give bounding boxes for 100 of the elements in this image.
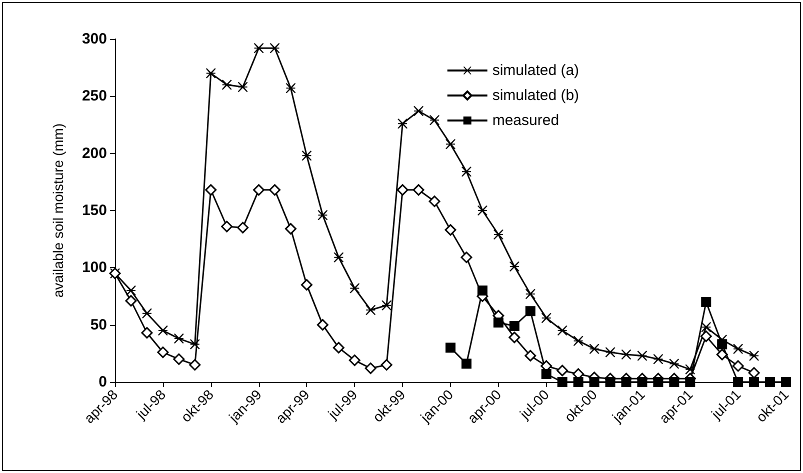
legend-label: simulated (a) bbox=[492, 62, 580, 79]
point bbox=[717, 339, 728, 350]
point bbox=[253, 184, 265, 196]
point bbox=[621, 350, 632, 360]
point bbox=[348, 354, 360, 366]
y-tick-label: 50 bbox=[90, 316, 107, 334]
y-tick-label: 200 bbox=[82, 144, 107, 162]
point bbox=[446, 342, 456, 353]
point bbox=[716, 348, 728, 360]
point bbox=[524, 350, 536, 362]
point bbox=[525, 306, 536, 316]
point bbox=[733, 344, 744, 354]
point bbox=[541, 368, 552, 379]
point bbox=[334, 252, 344, 262]
point bbox=[700, 330, 712, 342]
point bbox=[398, 118, 408, 129]
point bbox=[461, 166, 472, 177]
y-tick-label: 100 bbox=[82, 259, 107, 276]
point bbox=[157, 346, 169, 358]
y-axis-title: available soil moisture (mm) bbox=[50, 123, 66, 298]
legend-label: simulated (b) bbox=[492, 87, 580, 104]
point bbox=[669, 358, 680, 369]
point bbox=[414, 106, 424, 116]
point bbox=[284, 223, 296, 235]
point bbox=[477, 206, 488, 216]
point bbox=[460, 252, 472, 264]
point bbox=[190, 339, 200, 350]
point bbox=[685, 364, 696, 374]
point bbox=[189, 359, 201, 371]
point bbox=[174, 334, 184, 344]
point bbox=[749, 350, 760, 361]
point bbox=[732, 360, 744, 372]
point bbox=[573, 377, 584, 387]
point bbox=[412, 184, 424, 196]
point bbox=[254, 43, 264, 54]
point bbox=[765, 377, 776, 387]
point bbox=[701, 296, 712, 307]
point bbox=[493, 230, 504, 240]
point bbox=[781, 377, 791, 387]
point bbox=[557, 377, 568, 387]
point bbox=[173, 353, 185, 365]
y-tick-label: 250 bbox=[82, 88, 107, 105]
point bbox=[621, 377, 632, 387]
point bbox=[237, 222, 249, 234]
point bbox=[300, 279, 312, 291]
point bbox=[509, 320, 520, 331]
point bbox=[302, 150, 312, 161]
point bbox=[444, 224, 456, 236]
point bbox=[509, 262, 520, 272]
point bbox=[206, 68, 216, 78]
point bbox=[430, 115, 440, 126]
point bbox=[126, 286, 136, 296]
point bbox=[396, 184, 408, 196]
point bbox=[669, 377, 680, 387]
point bbox=[749, 377, 760, 387]
point bbox=[557, 326, 568, 336]
point bbox=[701, 322, 712, 332]
point bbox=[221, 220, 233, 232]
y-tick-label: 0 bbox=[98, 374, 107, 390]
point bbox=[525, 288, 536, 299]
point bbox=[364, 362, 376, 374]
point bbox=[733, 377, 744, 387]
legend-label: measured bbox=[492, 112, 560, 129]
point bbox=[238, 82, 248, 92]
point bbox=[318, 210, 328, 220]
point bbox=[508, 332, 520, 344]
point bbox=[205, 184, 217, 196]
point bbox=[350, 283, 360, 294]
point bbox=[589, 377, 600, 387]
y-tick-label: 300 bbox=[82, 30, 107, 48]
point bbox=[605, 377, 616, 387]
point bbox=[141, 327, 153, 339]
point bbox=[269, 184, 281, 196]
point bbox=[125, 295, 137, 307]
point bbox=[316, 319, 328, 331]
point bbox=[382, 300, 392, 310]
point bbox=[573, 336, 584, 346]
point bbox=[366, 304, 376, 315]
point bbox=[380, 359, 392, 371]
point bbox=[222, 80, 232, 90]
point bbox=[637, 377, 648, 387]
point bbox=[685, 377, 696, 387]
point bbox=[286, 83, 296, 94]
point bbox=[556, 364, 568, 376]
point bbox=[637, 350, 648, 361]
point bbox=[461, 358, 472, 369]
point bbox=[142, 308, 152, 318]
y-tick-label: 150 bbox=[82, 202, 107, 219]
point bbox=[428, 196, 440, 208]
point bbox=[158, 326, 168, 336]
point bbox=[541, 312, 552, 323]
point bbox=[332, 342, 344, 354]
point bbox=[653, 377, 664, 387]
point bbox=[493, 318, 504, 328]
point bbox=[270, 43, 280, 54]
point bbox=[653, 354, 664, 364]
point bbox=[477, 286, 488, 296]
point bbox=[589, 344, 600, 354]
point bbox=[605, 347, 616, 358]
point bbox=[446, 139, 456, 150]
